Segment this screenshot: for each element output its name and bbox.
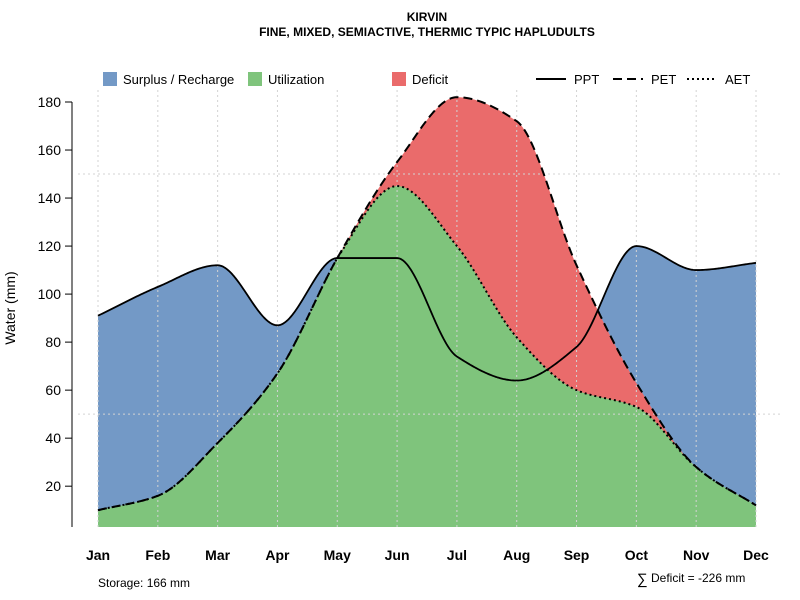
x-tick-label: Apr (265, 547, 290, 563)
x-tick-label: Feb (145, 547, 170, 563)
storage-label: Storage: 166 mm (98, 576, 190, 590)
y-tick-label: 100 (38, 286, 62, 302)
legend-swatch (103, 72, 117, 86)
y-tick-label: 180 (38, 94, 62, 110)
chart-subtitle: FINE, MIXED, SEMIACTIVE, THERMIC TYPIC H… (259, 25, 595, 39)
y-tick-label: 60 (45, 382, 61, 398)
y-axis-label: Water (mm) (2, 271, 18, 344)
fill-areas (98, 97, 756, 528)
y-tick-label: 140 (38, 190, 62, 206)
pet-line (97, 96, 757, 512)
deficit-label: Deficit = -226 mm (651, 571, 745, 585)
x-tick-label: Dec (743, 547, 769, 563)
x-tick-label: Jan (86, 547, 110, 563)
chart-title: KIRVIN (407, 10, 447, 24)
y-tick-label: 80 (45, 334, 61, 350)
surplus-recharge-area (598, 246, 756, 506)
y-tick-label: 160 (38, 142, 62, 158)
y-tick-label: 40 (45, 430, 61, 446)
x-tick-label: Aug (503, 547, 530, 563)
x-tick-label: Nov (683, 547, 710, 563)
legend-label: AET (725, 72, 750, 87)
x-tick-label: Jul (447, 547, 467, 563)
y-tick-label: 120 (38, 238, 62, 254)
legend-swatch (392, 72, 406, 86)
axes: 20 40 60 80 100 120 140 160 180 Jan Feb Mar Apr May Ju… (38, 94, 769, 563)
series-lines (97, 96, 757, 512)
legend-label: Surplus / Recharge (123, 72, 234, 87)
legend-label: Deficit (412, 72, 449, 87)
legend-swatch (248, 72, 262, 86)
legend: Surplus / Recharge Utilization Deficit PPT P… (103, 72, 750, 87)
legend-label: PPT (574, 72, 599, 87)
legend-label: PET (651, 72, 676, 87)
x-tick-label: Oct (625, 547, 649, 563)
ppt-line (97, 245, 757, 382)
y-tick-label: 20 (45, 478, 61, 494)
utilization-area (98, 186, 756, 528)
x-tick-label: Jun (385, 547, 410, 563)
aet-line (97, 185, 757, 512)
legend-label: Utilization (268, 72, 324, 87)
deficit-sum-icon: ∑ (637, 571, 648, 588)
grid-lines (78, 90, 782, 527)
x-tick-label: May (324, 547, 351, 563)
x-tick-label: Mar (205, 547, 230, 563)
x-tick-label: Sep (564, 547, 590, 563)
